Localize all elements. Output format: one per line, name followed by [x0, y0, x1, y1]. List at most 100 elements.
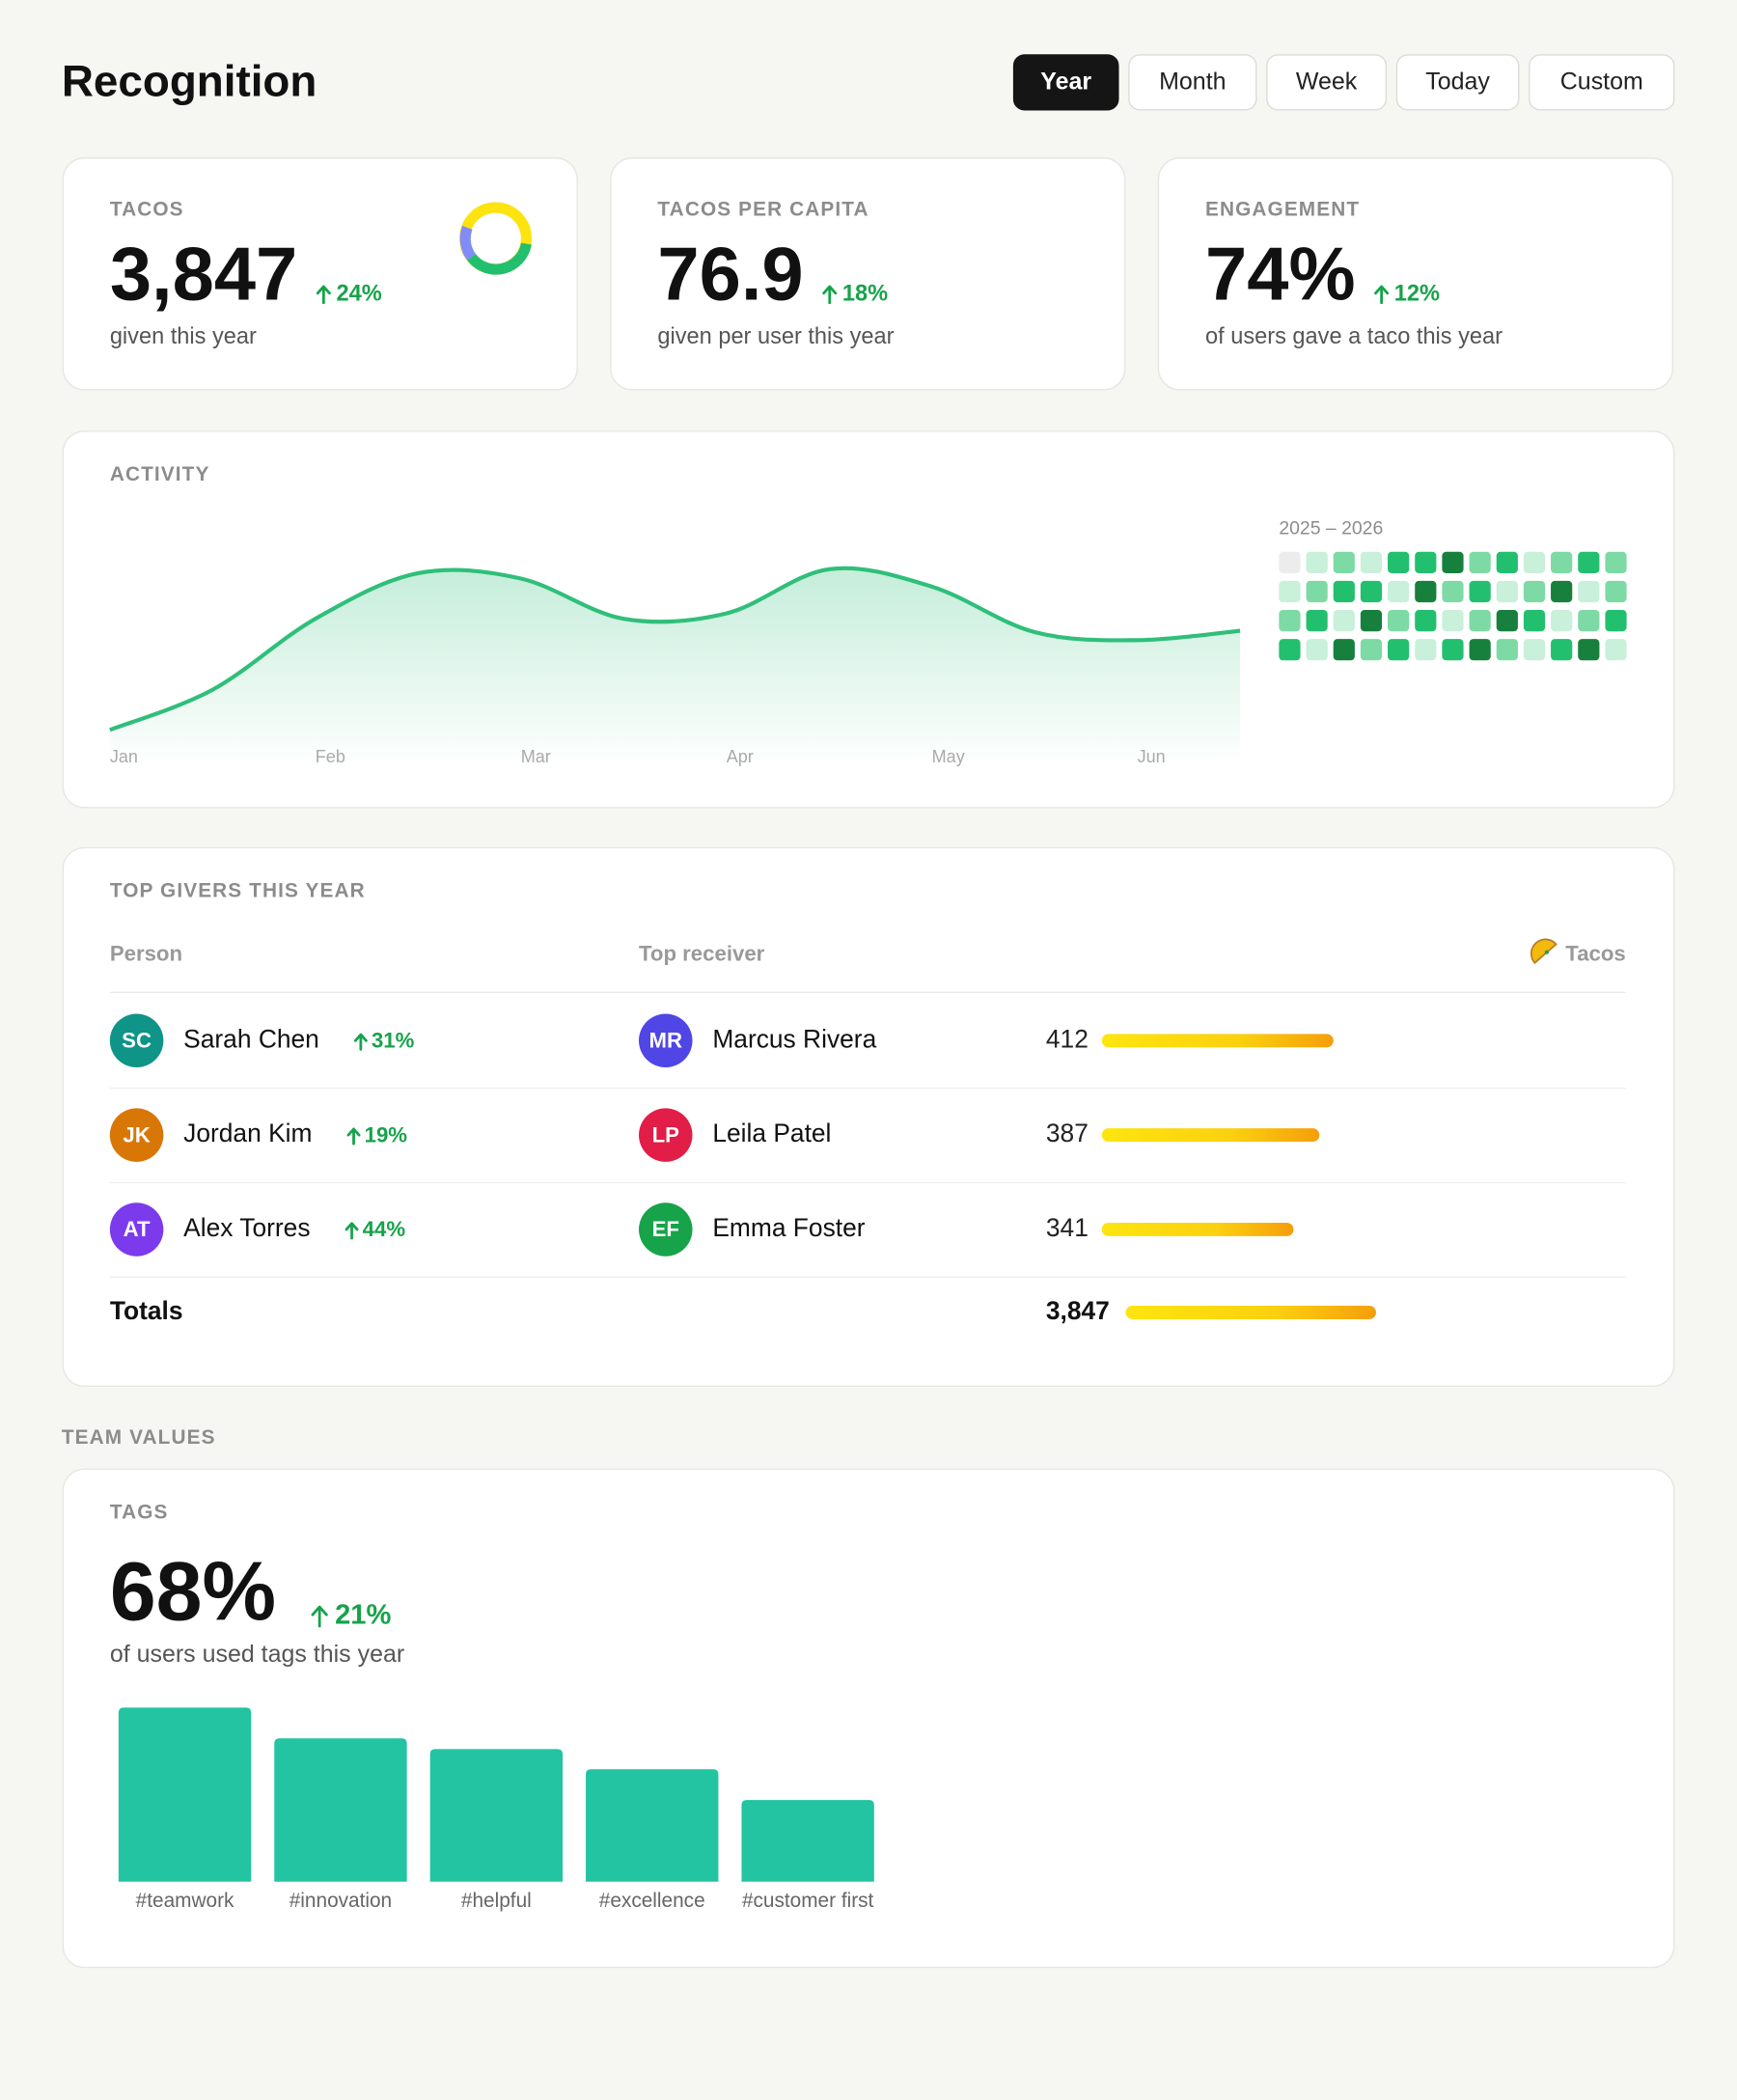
person-name: Sarah Chen [183, 1024, 319, 1053]
taco-bar [1101, 1128, 1320, 1143]
taco-count: 387 [1046, 1119, 1089, 1147]
avatar [639, 1202, 693, 1257]
person-change: 31% [372, 1029, 415, 1053]
avatar-initials: EF [652, 1217, 679, 1241]
bar [741, 1800, 874, 1882]
stat-change: 18% [842, 281, 888, 306]
bar [274, 1738, 407, 1882]
stat-value: 3,847 [110, 234, 297, 317]
period-button[interactable] [1012, 54, 1119, 111]
x-tick-label: Mar [521, 747, 551, 766]
arrow-up-icon [345, 1222, 359, 1240]
tags-change: 21% [335, 1600, 391, 1631]
heatmap-cell [1469, 580, 1491, 603]
heatmap-cell [1523, 580, 1546, 603]
heatmap-cell [1415, 639, 1437, 661]
period-button-label[interactable]: Week [1296, 69, 1358, 96]
heatmap-cell [1523, 639, 1546, 661]
heatmap-cell [1442, 551, 1464, 573]
avatar-initials: MR [648, 1029, 682, 1053]
period-button-label[interactable]: Custom [1560, 69, 1643, 96]
donut-icon [459, 202, 532, 275]
page-title: Recognition [62, 57, 317, 106]
taco-bar [1101, 1034, 1334, 1048]
stat-label: TACOS [110, 198, 184, 220]
avatar [639, 1013, 693, 1068]
heatmap-cell [1333, 639, 1355, 661]
heatmap-cell [1388, 580, 1410, 603]
x-tick-label: Jan [110, 747, 138, 766]
stat-caption: given this year [110, 323, 257, 348]
heatmap-cell [1496, 580, 1518, 603]
heatmap-cell [1551, 580, 1573, 603]
heatmap-cell [1415, 609, 1437, 632]
period-button-label[interactable]: Month [1159, 69, 1226, 96]
stat-caption: given per user this year [657, 323, 894, 348]
person-change: 44% [363, 1217, 406, 1241]
heatmap-cell [1333, 580, 1355, 603]
heatmap-cell [1279, 580, 1301, 603]
givers-card [62, 846, 1675, 1388]
stat-card [610, 157, 1126, 391]
heatmap-cell [1551, 639, 1573, 661]
x-tick-label: Apr [727, 747, 754, 766]
heatmap-cell [1496, 609, 1518, 632]
heatmap-cell [1578, 551, 1600, 573]
heatmap-cell [1415, 551, 1437, 573]
heatmap-cell [1306, 580, 1328, 603]
x-tick-label: #customer first [742, 1890, 874, 1912]
activity-area [109, 567, 1241, 766]
heatmap-cell [1469, 551, 1491, 573]
period-button[interactable] [1395, 54, 1520, 111]
heatmap-title: 2025 – 2026 [1279, 517, 1383, 539]
column-header: Top receiver [639, 941, 765, 965]
period-button[interactable] [1529, 54, 1675, 111]
tags-value: 68% [110, 1545, 276, 1638]
taco-count: 412 [1046, 1024, 1089, 1053]
stat-card [1157, 157, 1674, 391]
heatmap-cell [1306, 639, 1328, 661]
arrow-up-icon [353, 1033, 368, 1051]
period-button[interactable] [1266, 54, 1388, 111]
arrow-up-icon [311, 1605, 328, 1628]
heatmap-cell [1442, 580, 1464, 603]
heatmap-cell [1388, 551, 1410, 573]
heatmap-cell [1605, 639, 1627, 661]
heatmap-cell [1360, 551, 1383, 573]
heatmap-cell [1442, 609, 1464, 632]
heatmap-cell [1360, 639, 1383, 661]
period-button-label[interactable]: Year [1040, 69, 1091, 96]
x-tick-label: #teamwork [136, 1890, 234, 1912]
stat-change: 24% [337, 281, 382, 306]
arrow-up-icon [346, 1127, 361, 1146]
avatar-initials: AT [124, 1217, 151, 1241]
tags-label: TAGS [110, 1502, 169, 1524]
period-button[interactable] [1128, 54, 1257, 111]
heatmap-cell [1333, 609, 1355, 632]
taco-count: 341 [1046, 1213, 1089, 1242]
heatmap-cell [1279, 609, 1301, 632]
heatmap-cell [1605, 551, 1627, 573]
avatar [109, 1013, 164, 1068]
period-button-label[interactable]: Today [1425, 69, 1490, 96]
heatmap-cell [1496, 639, 1518, 661]
activity-line [109, 566, 1241, 732]
heatmap-cell [1605, 580, 1627, 603]
heatmap-cell [1523, 551, 1546, 573]
x-tick-label: #innovation [290, 1890, 392, 1912]
heatmap-cell [1496, 551, 1518, 573]
heatmap-cell [1578, 580, 1600, 603]
bar [586, 1769, 719, 1882]
x-tick-label: #helpful [461, 1890, 532, 1912]
bar [118, 1707, 252, 1882]
heatmap-cell [1578, 609, 1600, 632]
x-tick-label: #excellence [599, 1890, 705, 1912]
avatar-initials: SC [122, 1029, 152, 1053]
heatmap-cell [1469, 609, 1491, 632]
receiver-name: Emma Foster [712, 1213, 865, 1242]
stat-change: 12% [1394, 281, 1440, 306]
avatar-initials: LP [652, 1122, 680, 1147]
taco-bar [1101, 1223, 1294, 1236]
heatmap-cell [1469, 639, 1491, 661]
